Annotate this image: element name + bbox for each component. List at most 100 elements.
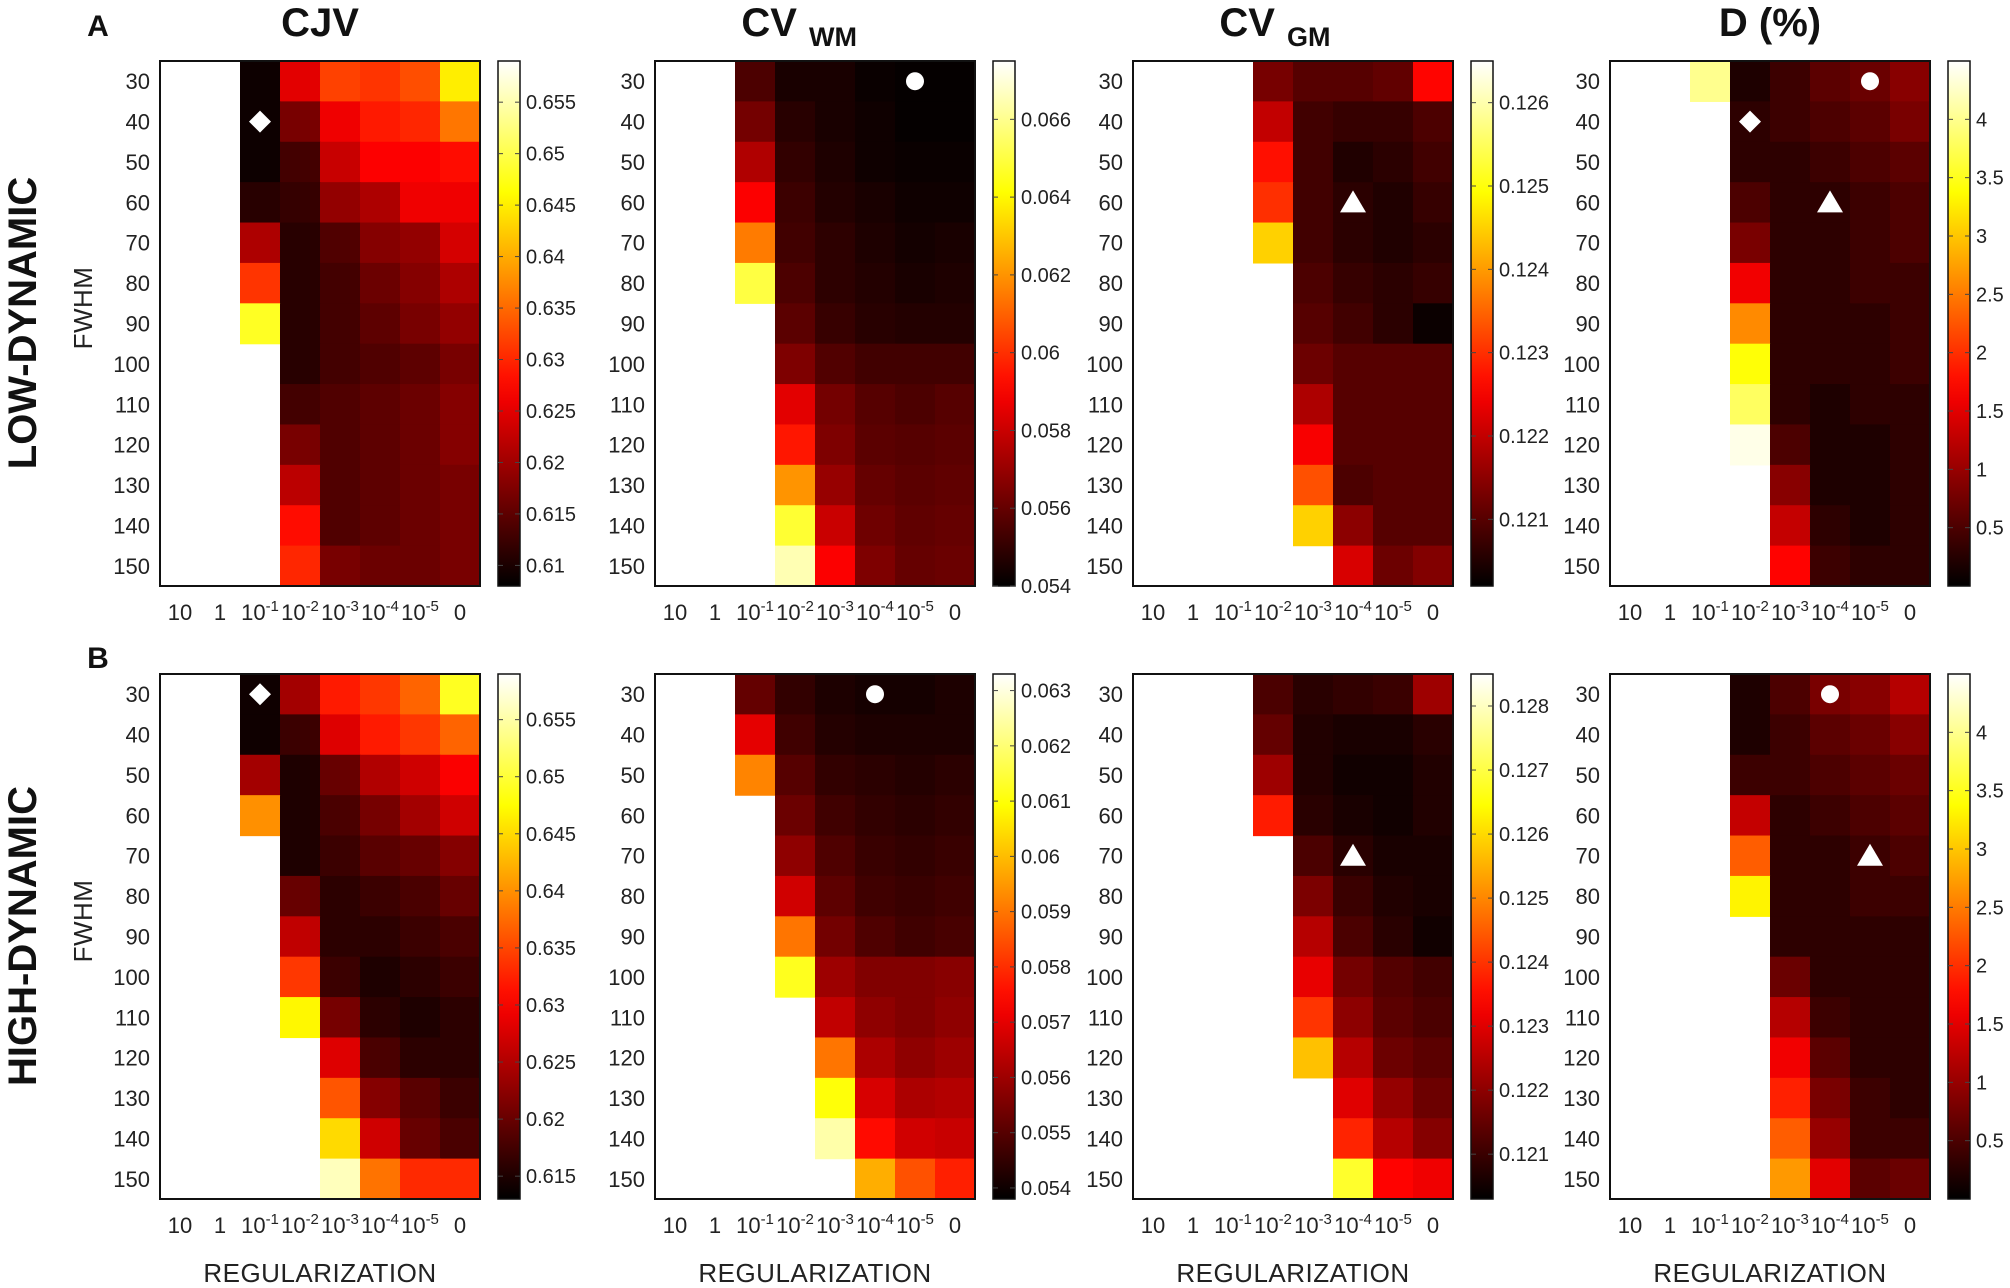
heatmap-cell (1890, 303, 1931, 345)
regularization-tick-label: 1 (709, 1213, 721, 1238)
row-label-high-dynamic: HIGH-DYNAMIC (1, 786, 45, 1086)
heatmap-cell (400, 384, 441, 426)
heatmap-cell (1730, 714, 1771, 756)
heatmap-frame (1609, 60, 1931, 587)
fwhm-tick-label: 70 (1576, 844, 1600, 869)
heatmap-cell (360, 141, 401, 183)
heatmap-cell (320, 795, 361, 837)
heatmap-cell (280, 754, 321, 796)
heatmap-cell (400, 1037, 441, 1079)
heatmap-cell (360, 714, 401, 756)
fwhm-tick-label: 40 (621, 110, 645, 135)
marker-diamond (249, 110, 271, 133)
heatmap-cell (815, 1037, 856, 1079)
fwhm-tick-label: 40 (1576, 723, 1600, 748)
fwhm-tick-label: 150 (113, 1167, 150, 1192)
heatmap-cell (1810, 835, 1851, 877)
heatmap-cell (1413, 262, 1454, 304)
heatmap-cell (1810, 141, 1851, 183)
heatmap-cell (1810, 754, 1851, 796)
heatmap-cell (1293, 916, 1334, 958)
heatmap-cell (935, 1158, 976, 1200)
fwhm-tick-label: 100 (608, 352, 645, 377)
regularization-tick-label: 1 (214, 1213, 226, 1238)
heatmap-cell (815, 303, 856, 345)
heatmap-cell (1373, 1077, 1414, 1119)
fwhm-tick-label: 140 (1563, 1126, 1600, 1151)
heatmap-cell (320, 222, 361, 264)
heatmap-cell (280, 262, 321, 304)
heatmap-cell (855, 343, 896, 385)
regularization-tick-label: 0 (1427, 1213, 1439, 1238)
heatmap-cell (935, 875, 976, 917)
fwhm-tick-label: 90 (126, 925, 150, 950)
heatmap-cell (280, 182, 321, 224)
heatmap-cell (775, 303, 816, 345)
fwhm-tick-label: 130 (113, 1086, 150, 1111)
heatmap-cell (855, 997, 896, 1039)
heatmap-cell (1850, 343, 1891, 385)
heatmap-cell (1413, 61, 1454, 102)
marker-diamond (1739, 110, 1761, 133)
heatmap-cell (935, 222, 976, 264)
heatmap-cell (440, 795, 481, 837)
heatmap-cell (1850, 997, 1891, 1039)
regularization-axis-label: REGULARIZATION (1653, 1258, 1886, 1288)
heatmap-cell (735, 262, 776, 304)
heatmap-cell (775, 916, 816, 958)
heatmap-cell (855, 795, 896, 837)
fwhm-tick-label: 40 (621, 723, 645, 748)
fwhm-tick-label: 60 (126, 190, 150, 215)
colorbar-tick-label: 0.655 (526, 92, 576, 114)
heatmap-cell (1850, 262, 1891, 304)
heatmap-cell (895, 262, 936, 304)
heatmap-cell (1253, 101, 1294, 143)
colorbar-tick-label: 0.062 (1021, 265, 1071, 287)
colorbar-tick-label: 0.61 (526, 555, 565, 577)
heatmap-cell (1333, 1118, 1374, 1160)
heatmap-cell (440, 61, 481, 102)
regularization-tick-label: 10-5 (1374, 1211, 1412, 1238)
heatmap-cell (1333, 1158, 1374, 1200)
colorbar-tick-label: 0.121 (1499, 509, 1549, 531)
heatmap-cell (1890, 835, 1931, 877)
heatmap-cell (1770, 101, 1811, 143)
heatmap-cell (855, 1037, 896, 1079)
regularization-tick-label: 0 (454, 600, 466, 625)
heatmap-cell (1890, 714, 1931, 756)
fwhm-tick-label: 150 (608, 554, 645, 579)
colorbar-tick-label: 0.65 (526, 767, 565, 789)
regularization-tick-label: 10 (1618, 1213, 1642, 1238)
heatmap-cell (735, 714, 776, 756)
heatmap-cell (855, 303, 896, 345)
regularization-tick-label: 10-5 (401, 1211, 439, 1238)
heatmap-cell (1730, 222, 1771, 264)
heatmap-cell (815, 262, 856, 304)
regularization-tick-label: 0 (1904, 1213, 1916, 1238)
colorbar (1947, 673, 1971, 1200)
heatmap-cell (280, 835, 321, 877)
heatmap-cell (1770, 1118, 1811, 1160)
heatmap-cell (1413, 1158, 1454, 1200)
heatmap-cell (360, 1077, 401, 1119)
heatmap-frame (159, 673, 481, 1200)
heatmap-cell (775, 835, 816, 877)
heatmap-cell (1413, 1118, 1454, 1160)
heatmap-cell (1373, 182, 1414, 224)
heatmap-cell (400, 101, 441, 143)
heatmap-cell (320, 1118, 361, 1160)
heatmap-cell (895, 505, 936, 547)
heatmap-cell (1413, 303, 1454, 345)
heatmap-cell (1810, 1037, 1851, 1079)
heatmap-cell (1770, 222, 1811, 264)
heatmap-cell (855, 101, 896, 143)
regularization-tick-label: 10-4 (1811, 598, 1849, 625)
heatmap-cell (1293, 795, 1334, 837)
heatmap-cell (775, 464, 816, 506)
heatmap-cell (400, 343, 441, 385)
heatmap-cell (1810, 424, 1851, 466)
fwhm-tick-label: 100 (1086, 352, 1123, 377)
heatmap-cell (815, 101, 856, 143)
heatmap-cell (1770, 795, 1811, 837)
heatmap-cell (1373, 303, 1414, 345)
